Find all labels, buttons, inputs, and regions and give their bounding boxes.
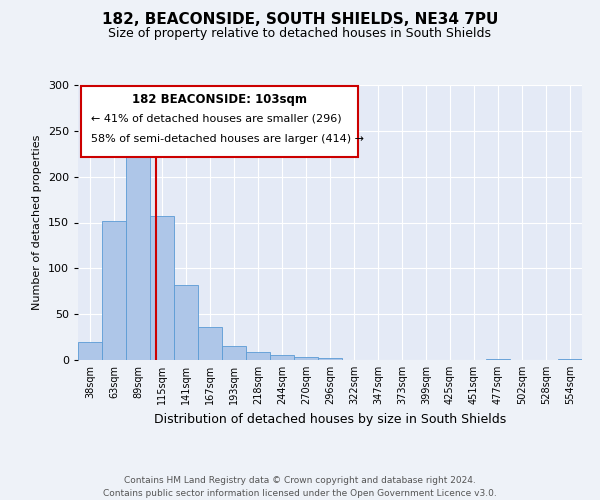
Bar xyxy=(246,352,270,360)
Bar xyxy=(174,285,198,360)
X-axis label: Distribution of detached houses by size in South Shields: Distribution of detached houses by size … xyxy=(154,412,506,426)
Bar xyxy=(198,327,222,360)
Bar xyxy=(486,359,510,360)
Bar xyxy=(558,359,582,360)
Text: ← 41% of detached houses are smaller (296): ← 41% of detached houses are smaller (29… xyxy=(91,114,341,124)
Text: Size of property relative to detached houses in South Shields: Size of property relative to detached ho… xyxy=(109,28,491,40)
Y-axis label: Number of detached properties: Number of detached properties xyxy=(32,135,42,310)
Text: 58% of semi-detached houses are larger (414) →: 58% of semi-detached houses are larger (… xyxy=(91,134,364,144)
Bar xyxy=(78,342,102,360)
Bar xyxy=(294,357,318,360)
Text: 182 BEACONSIDE: 103sqm: 182 BEACONSIDE: 103sqm xyxy=(131,93,307,106)
Bar xyxy=(126,144,150,360)
Text: Contains HM Land Registry data © Crown copyright and database right 2024.
Contai: Contains HM Land Registry data © Crown c… xyxy=(103,476,497,498)
FancyBboxPatch shape xyxy=(80,86,358,156)
Text: 182, BEACONSIDE, SOUTH SHIELDS, NE34 7PU: 182, BEACONSIDE, SOUTH SHIELDS, NE34 7PU xyxy=(102,12,498,28)
Bar xyxy=(318,358,342,360)
Bar xyxy=(102,220,126,360)
Bar xyxy=(270,356,294,360)
Bar xyxy=(222,346,246,360)
Bar xyxy=(150,216,174,360)
